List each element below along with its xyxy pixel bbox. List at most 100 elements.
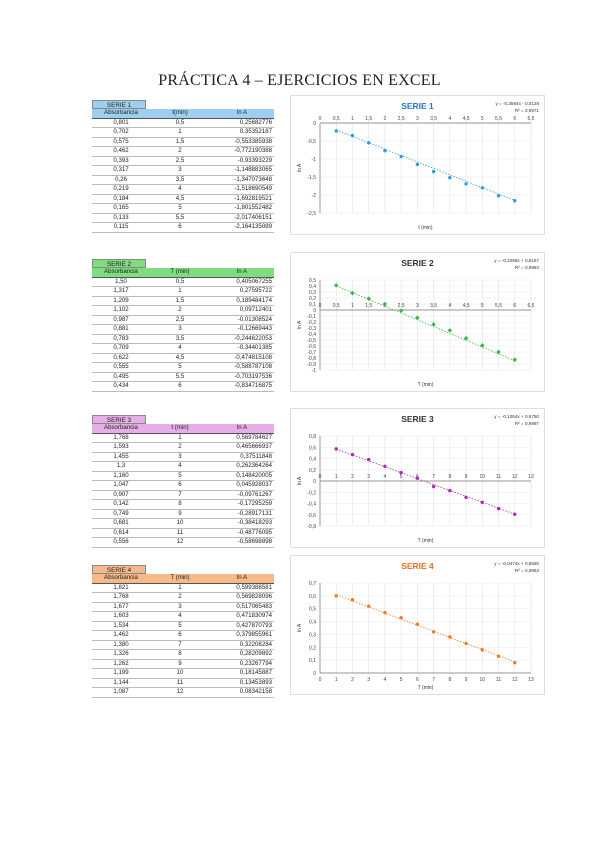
table-cell: 1,768 (92, 433, 150, 443)
data-point (366, 457, 371, 462)
x-tick-label: 3 (367, 677, 370, 683)
table-cell: 5 (150, 203, 210, 214)
table-cell: 5,5 (150, 213, 210, 223)
x-tick-label: 13 (528, 677, 534, 683)
table-cell: 0,405067255 (210, 277, 274, 287)
y-tick-label: 0,6 (309, 594, 316, 600)
x-tick-label: 6 (416, 677, 419, 683)
chart-svg: 0,50,40,30,20,10-0,1-0,2-0,3-0,4-0,5-0,6… (290, 252, 545, 392)
table-row: 0,801 0,5 0,25682776 (92, 118, 274, 128)
x-tick-label: 7 (432, 677, 435, 683)
table-cell: 1,593 (92, 442, 150, 453)
table-row: 0,575 1,5 -0,553385938 (92, 137, 274, 147)
table-row: 0,709 4 -0,34401385 (92, 343, 274, 354)
table-cell: 0,569784627 (210, 433, 274, 443)
y-tick-label: -0,3 (307, 326, 316, 332)
table-cell: 0,5 (150, 277, 210, 287)
table-cell: 9 (150, 509, 210, 519)
page-title: PRÁCTICA 4 – EJERCICIOS EN EXCEL (158, 72, 441, 89)
table-cell: -1,148883065 (210, 165, 274, 176)
y-tick-label: -1 (312, 157, 317, 163)
table-cell: 0,262364264 (210, 461, 274, 472)
column-header: Absorbancia (92, 424, 150, 434)
table-cell: 1,534 (92, 621, 150, 631)
y-tick-label: 0 (313, 671, 316, 677)
x-tick-label: 3 (416, 303, 419, 309)
x-tick-label: 2,5 (398, 116, 405, 122)
table-cell: 8 (150, 649, 210, 660)
trend-r2: R² = 0,9963 (515, 568, 540, 573)
x-tick-label: 4 (384, 474, 387, 480)
serie-label: SERIE 3 (92, 415, 146, 424)
x-tick-label: 7 (432, 474, 435, 480)
table-cell: 0,35352187 (210, 127, 274, 138)
table-cell: 2,5 (150, 315, 210, 325)
x-tick-label: 1 (351, 303, 354, 309)
data-point (334, 129, 338, 133)
table-cell: 6 (150, 480, 210, 491)
x-tick-label: 11 (496, 677, 501, 683)
table-cell: -0,703197536 (210, 372, 274, 382)
y-tick-label: 0,5 (309, 278, 316, 284)
table-cell: 0,133 (92, 213, 150, 223)
table-cell: -2,164135089 (210, 222, 274, 233)
x-tick-label: 0 (319, 116, 322, 122)
table-cell: 0,045928037 (210, 480, 274, 491)
y-tick-label: 0,8 (309, 434, 316, 440)
table-row: 0,783 3,5 -0,244622053 (92, 334, 274, 344)
table-cell: 10 (150, 668, 210, 679)
table-cell: 4 (150, 461, 210, 472)
table-row: 1,3 4 0,262364264 (92, 461, 274, 472)
table-row: 0,462 2 -0,772190388 (92, 146, 274, 157)
table-cell: 7 (150, 490, 210, 500)
serie3-table: SERIE 3 Absorbancia t (min) ln A 1,768 1 0,569… (92, 415, 274, 548)
chart-title: SERIE 2 (401, 258, 434, 268)
y-tick-label: 0 (313, 308, 316, 314)
column-header: Absorbancia (92, 574, 150, 584)
x-tick-label: 9 (465, 677, 468, 683)
table-row: 1,087 12 0,08342158 (92, 687, 274, 698)
trend-r2: R² = 0,9971 (515, 108, 540, 113)
table-cell: 9 (150, 659, 210, 669)
table-cell: 0,556 (92, 537, 150, 548)
data-point (496, 654, 501, 658)
serie4-table: SERIE 4 Absorbancia T (min) ln A 1,821 1 0,599… (92, 565, 274, 698)
chart-title: SERIE 3 (401, 414, 434, 424)
table-cell: 1 (150, 127, 210, 138)
table-cell: 2 (150, 146, 210, 157)
data-point (415, 162, 420, 167)
table-cell: 0,25682776 (210, 118, 274, 128)
table-row: 0,317 3 -1,148883065 (92, 165, 274, 176)
table-cell: 1,047 (92, 480, 150, 491)
x-tick-label: 0 (319, 474, 322, 480)
x-tick-label: 1,5 (365, 116, 372, 122)
table-cell: 7 (150, 640, 210, 650)
x-tick-label: 1 (335, 677, 338, 683)
table-cell: 4 (150, 343, 210, 354)
chart-svg: 0,70,60,50,40,30,20,100 1 2 3 4 5 6 7 8 9 10 11 12 13… (290, 555, 545, 695)
table-cell: 0,614 (92, 528, 150, 538)
table-cell: 1,768 (92, 592, 150, 603)
x-tick-label: 9 (465, 474, 468, 480)
table-cell: 0,26 (92, 175, 150, 185)
table-cell: 0,495 (92, 372, 150, 382)
table-row: 1,102 2 0,09712401 (92, 305, 274, 316)
y-tick-label: -0,9 (307, 362, 316, 368)
table-cell: 4,5 (150, 194, 210, 204)
table-cell: -0,244622053 (210, 334, 274, 344)
chart-svg: 0 -0,5 -1 -1,5 -2 -2,5 0 0,5 1 1,5 2 2,5 3 3,5 4 4,5 5 5,… (290, 95, 545, 235)
table-row: 0,219 4 -1,518690549 (92, 184, 274, 195)
x-tick-label: 4,5 (463, 116, 470, 122)
table-cell: 6 (150, 630, 210, 641)
serie3-chart: 0,80,60,40,20-0,2-0,4-0,6-0,801234567891… (290, 408, 545, 548)
table-cell: 0,881 (92, 324, 150, 335)
data-table: Absorbancia T (min) ln A 1,50 0,5 0,405067255… (92, 268, 274, 392)
x-tick-label: 2 (351, 474, 354, 480)
data-point (513, 512, 517, 516)
table-cell: -0,553385938 (210, 137, 274, 147)
data-point (334, 447, 338, 451)
table-cell: 0,599388581 (210, 583, 274, 593)
table-cell: 2 (150, 305, 210, 316)
y-tick-label: -0,5 (307, 338, 316, 344)
data-point (448, 488, 452, 493)
